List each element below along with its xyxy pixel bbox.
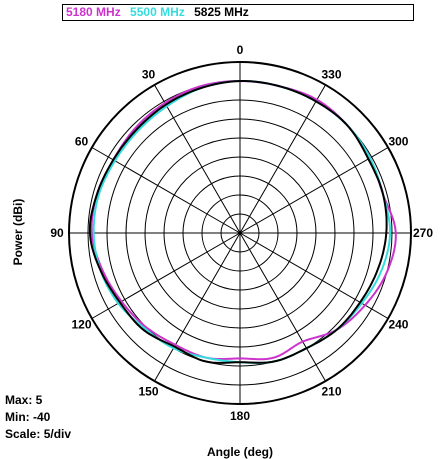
- angle-tick-label: 90: [50, 226, 64, 240]
- angle-tick-label: 300: [388, 135, 408, 149]
- legend-entry-5180: 5180 MHz: [66, 5, 121, 19]
- angle-tick-label: 330: [321, 68, 341, 82]
- scale-stats: Max: 5 Min: -40 Scale: 5/div: [5, 392, 71, 443]
- x-axis-label: Angle (deg): [207, 445, 273, 459]
- polar-grid: [68, 61, 412, 405]
- angle-tick-labels: 0 30 60 90 120 150 180 210 240 270 300 330: [50, 43, 433, 423]
- series-line-5825-mhz: [88, 80, 388, 364]
- angle-tick-label: 210: [321, 384, 341, 398]
- grid-spoke: [239, 232, 326, 382]
- angle-tick-label: 60: [75, 135, 89, 149]
- grid-spoke: [239, 232, 389, 319]
- angle-tick-label: 150: [138, 384, 158, 398]
- grid-spoke: [239, 84, 326, 234]
- grid-spoke: [154, 232, 241, 382]
- stat-min: Min: -40: [5, 410, 51, 424]
- legend-entry-5500: 5500 MHz: [130, 5, 185, 19]
- y-axis-label: Power (dBi): [11, 198, 25, 266]
- angle-tick-label: 0: [237, 43, 244, 57]
- grid-spoke: [154, 84, 241, 234]
- angle-tick-label: 180: [230, 409, 250, 423]
- stat-max: Max: 5: [5, 393, 43, 407]
- grid-spoke: [91, 232, 241, 319]
- stat-scale: Scale: 5/div: [5, 427, 72, 441]
- grid-spoke: [239, 147, 389, 234]
- grid-spoke: [91, 147, 241, 234]
- legend-entry-5825: 5825 MHz: [194, 5, 249, 19]
- legend: 5180 MHz 5500 MHz 5825 MHz: [62, 4, 414, 21]
- angle-tick-label: 30: [142, 68, 156, 82]
- series-layer: [88, 80, 397, 364]
- angle-tick-label: 120: [72, 318, 92, 332]
- angle-tick-label: 270: [413, 226, 433, 240]
- angle-tick-label: 240: [388, 318, 408, 332]
